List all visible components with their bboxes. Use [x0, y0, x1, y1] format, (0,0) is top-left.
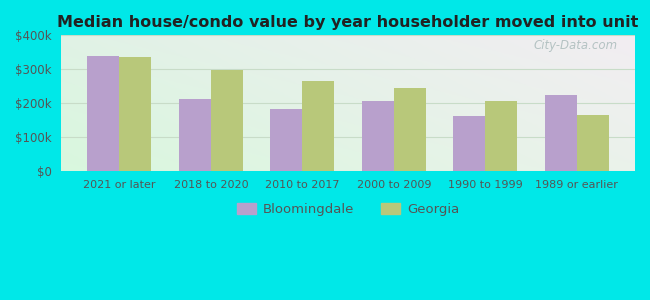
Bar: [87, 56, 120, 171]
Text: City-Data.com: City-Data.com: [534, 39, 618, 52]
Bar: [302, 81, 335, 171]
Bar: [394, 88, 426, 171]
Title: Median house/condo value by year householder moved into unit: Median house/condo value by year househo…: [57, 15, 639, 30]
Bar: [211, 70, 243, 171]
Bar: [545, 94, 577, 171]
Bar: [362, 100, 394, 171]
Bar: [120, 57, 151, 171]
Bar: [454, 116, 486, 171]
Bar: [577, 116, 609, 171]
Bar: [179, 99, 211, 171]
Legend: Bloomingdale, Georgia: Bloomingdale, Georgia: [231, 197, 465, 221]
Bar: [486, 100, 517, 171]
Bar: [270, 109, 302, 171]
